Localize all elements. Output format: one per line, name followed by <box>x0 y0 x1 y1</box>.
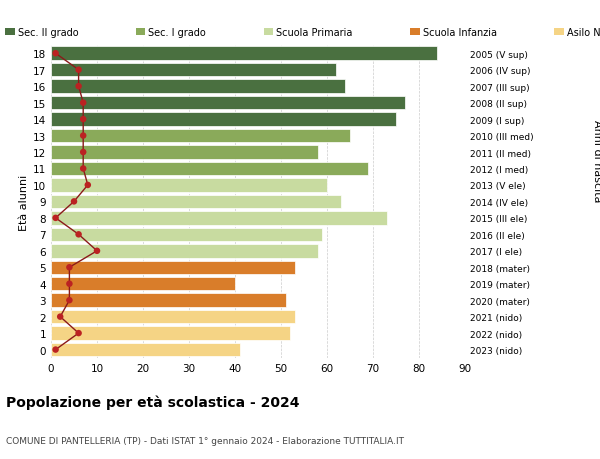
Point <box>79 133 88 140</box>
Point <box>55 313 65 321</box>
Bar <box>51 195 341 209</box>
Bar <box>51 64 336 77</box>
Bar <box>51 47 437 61</box>
Point <box>79 116 88 123</box>
Point <box>65 280 74 288</box>
Bar <box>51 146 318 159</box>
Bar <box>51 327 290 340</box>
Point <box>79 165 88 173</box>
Point <box>74 231 83 239</box>
Bar <box>51 113 396 127</box>
Bar <box>51 261 295 274</box>
Point <box>51 215 61 222</box>
Point <box>74 83 83 90</box>
Bar <box>51 212 387 225</box>
Point <box>65 297 74 304</box>
Bar <box>51 129 350 143</box>
Point <box>74 67 83 74</box>
Bar <box>51 97 405 110</box>
Point <box>74 330 83 337</box>
Point <box>65 264 74 271</box>
Bar <box>51 245 318 258</box>
Point <box>51 50 61 58</box>
Bar <box>51 179 327 192</box>
Point <box>69 198 79 206</box>
Bar <box>51 343 239 357</box>
Bar <box>51 228 322 241</box>
Point <box>51 346 61 353</box>
Point <box>79 149 88 157</box>
Bar <box>51 294 286 307</box>
Point <box>79 100 88 107</box>
Bar <box>51 80 346 94</box>
Y-axis label: Età alunni: Età alunni <box>19 174 29 230</box>
Legend: Sec. II grado, Sec. I grado, Scuola Primaria, Scuola Infanzia, Asilo Nido, Stran: Sec. II grado, Sec. I grado, Scuola Prim… <box>5 28 600 38</box>
Text: Anni di nascita: Anni di nascita <box>592 120 600 202</box>
Bar <box>51 310 295 324</box>
Bar <box>51 277 235 291</box>
Point <box>92 247 102 255</box>
Point <box>83 182 92 189</box>
Bar <box>51 162 368 176</box>
Text: COMUNE DI PANTELLERIA (TP) - Dati ISTAT 1° gennaio 2024 - Elaborazione TUTTITALI: COMUNE DI PANTELLERIA (TP) - Dati ISTAT … <box>6 436 404 445</box>
Text: Popolazione per età scolastica - 2024: Popolazione per età scolastica - 2024 <box>6 395 299 409</box>
